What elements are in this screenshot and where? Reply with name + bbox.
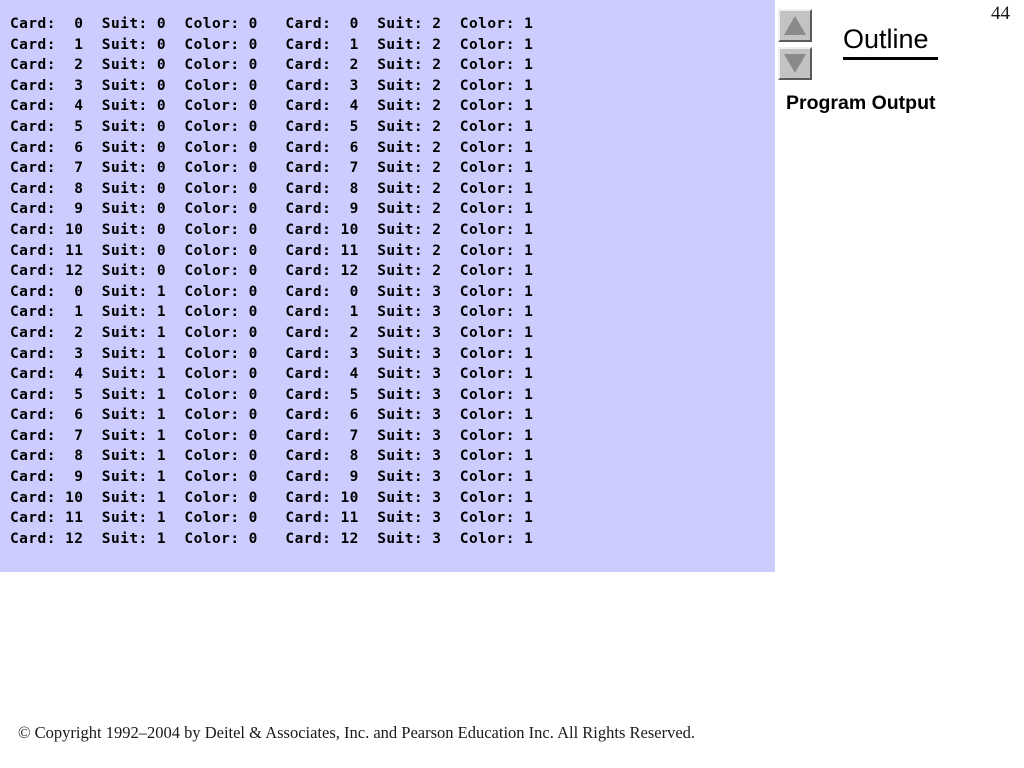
output-line: Card: 0 Suit: 0 Color: 0 Card: 0 Suit: 2… xyxy=(10,16,534,32)
program-output-panel: Card: 0 Suit: 0 Color: 0 Card: 0 Suit: 2… xyxy=(0,0,775,572)
program-output-text: Card: 0 Suit: 0 Color: 0 Card: 0 Suit: 2… xyxy=(10,14,775,549)
output-line: Card: 6 Suit: 1 Color: 0 Card: 6 Suit: 3… xyxy=(10,407,534,424)
scroll-up-button[interactable] xyxy=(778,9,812,42)
navigation-button-group xyxy=(778,9,814,85)
output-line: Card: 6 Suit: 0 Color: 0 Card: 6 Suit: 2… xyxy=(10,139,534,156)
triangle-down-icon xyxy=(784,54,806,73)
output-line: Card: 5 Suit: 1 Color: 0 Card: 5 Suit: 3… xyxy=(10,386,534,403)
output-line: Card: 4 Suit: 1 Color: 0 Card: 4 Suit: 3… xyxy=(10,366,534,383)
output-line: Card: 3 Suit: 1 Color: 0 Card: 3 Suit: 3… xyxy=(10,345,534,362)
output-line: Card: 9 Suit: 0 Color: 0 Card: 9 Suit: 2… xyxy=(10,201,534,218)
outline-title: Outline xyxy=(843,24,929,54)
output-line: Card: 4 Suit: 0 Color: 0 Card: 4 Suit: 2… xyxy=(10,98,534,115)
output-line: Card: 8 Suit: 1 Color: 0 Card: 8 Suit: 3… xyxy=(10,448,534,465)
output-line: Card: 8 Suit: 0 Color: 0 Card: 8 Suit: 2… xyxy=(10,180,534,197)
output-line: Card: 1 Suit: 0 Color: 0 Card: 1 Suit: 2… xyxy=(10,36,534,53)
output-line: Card: 10 Suit: 0 Color: 0 Card: 10 Suit:… xyxy=(10,221,534,238)
output-line: Card: 2 Suit: 0 Color: 0 Card: 2 Suit: 2… xyxy=(10,57,534,74)
output-line: Card: 1 Suit: 1 Color: 0 Card: 1 Suit: 3… xyxy=(10,304,534,321)
output-line: Card: 12 Suit: 1 Color: 0 Card: 12 Suit:… xyxy=(10,530,534,547)
outline-title-underline xyxy=(843,57,938,60)
outline-section-label: Program Output xyxy=(786,92,936,114)
output-line: Card: 3 Suit: 0 Color: 0 Card: 3 Suit: 2… xyxy=(10,77,534,94)
output-line: Card: 11 Suit: 0 Color: 0 Card: 11 Suit:… xyxy=(10,242,534,259)
triangle-up-icon xyxy=(784,16,806,35)
output-line: Card: 11 Suit: 1 Color: 0 Card: 11 Suit:… xyxy=(10,510,534,527)
scroll-down-button[interactable] xyxy=(778,47,812,80)
output-line: Card: 7 Suit: 1 Color: 0 Card: 7 Suit: 3… xyxy=(10,427,534,444)
output-line: Card: 7 Suit: 0 Color: 0 Card: 7 Suit: 2… xyxy=(10,160,534,177)
output-line: Card: 2 Suit: 1 Color: 0 Card: 2 Suit: 3… xyxy=(10,324,534,341)
page-number: 44 xyxy=(991,3,1010,24)
output-line: Card: 5 Suit: 0 Color: 0 Card: 5 Suit: 2… xyxy=(10,118,534,135)
output-line: Card: 9 Suit: 1 Color: 0 Card: 9 Suit: 3… xyxy=(10,469,534,486)
output-line: Card: 10 Suit: 1 Color: 0 Card: 10 Suit:… xyxy=(10,489,534,506)
output-line: Card: 0 Suit: 1 Color: 0 Card: 0 Suit: 3… xyxy=(10,283,534,300)
output-line: Card: 12 Suit: 0 Color: 0 Card: 12 Suit:… xyxy=(10,263,534,280)
footer-copyright: © Copyright 1992–2004 by Deitel & Associ… xyxy=(18,723,696,742)
